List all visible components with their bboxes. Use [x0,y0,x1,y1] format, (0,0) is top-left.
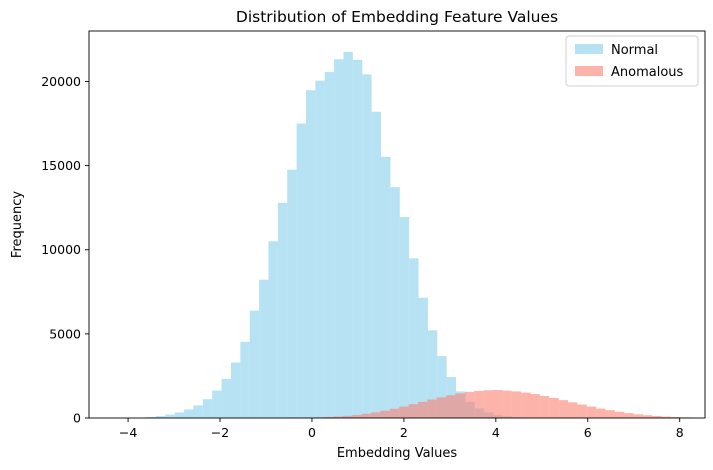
histogram-bar-anomalous [389,408,400,418]
histogram-bar-anomalous [633,414,644,418]
histogram-bar-anomalous [342,415,353,418]
bars-layer [118,51,709,419]
histogram-bar-normal [249,310,260,418]
histogram-bar-anomalous [455,393,465,418]
histogram-bar-normal [324,72,335,418]
x-tick-label: 4 [492,425,500,440]
histogram-bar-anomalous [474,390,484,418]
histogram-bar-normal [296,123,306,418]
histogram-bar-normal [371,111,381,419]
y-axis-label: Frequency [10,191,25,258]
histogram-bar-normal [381,156,391,419]
histogram-bar-anomalous [596,408,606,418]
histogram-bar-normal [240,341,250,418]
histogram-bar-normal [230,362,241,418]
histogram-bar-anomalous [671,416,681,418]
histogram-bar-normal [221,378,231,418]
histogram-bar-normal [362,74,372,418]
histogram-bar-anomalous [586,406,597,418]
x-tick-label: 8 [676,425,684,440]
histogram-bar-anomalous [614,411,625,418]
histogram-bar-normal [259,279,269,418]
histogram-bar-anomalous [417,401,428,418]
ticks-layer: −4 −2 0 2 4 6 8 0 5000 10000 15000 20000 [41,74,684,440]
histogram-bar-anomalous [361,413,372,418]
histogram-bar-anomalous [530,394,540,418]
histogram-bar-normal [399,216,410,418]
histogram-bar-normal [174,412,185,418]
x-tick-label: −2 [211,425,229,440]
y-tick-label: 15000 [41,158,81,173]
histogram-bar-anomalous [483,390,493,418]
legend-label-anomalous: Anomalous [611,65,684,80]
histogram-bar-anomalous [511,391,522,418]
histogram-bar-anomalous [605,410,615,418]
x-tick-label: 0 [308,425,316,440]
histogram-bar-anomalous [399,406,409,418]
y-tick-label: 5000 [49,326,81,341]
y-tick-label: 10000 [41,242,81,257]
histogram-bar-anomalous [652,415,662,418]
histogram-bar-anomalous [464,391,475,418]
x-tick-label: −4 [119,425,137,440]
histogram-bar-anomalous [502,390,512,418]
histogram-bar-normal [277,202,288,418]
histogram-bar-normal [409,258,419,418]
histogram-bar-anomalous [521,392,531,418]
y-tick-label: 0 [73,411,81,426]
histogram-bar-normal [427,330,438,418]
histogram-bar-anomalous [324,416,334,418]
histogram-bar-normal [352,59,363,419]
histogram-bar-anomalous [539,395,550,418]
histogram-bar-normal [202,399,213,418]
histogram-bar-anomalous [436,397,447,418]
histogram-bar-anomalous [577,404,587,418]
histogram-bar-anomalous [492,390,503,418]
histogram-bar-normal [418,297,428,418]
histogram-bar-anomalous [549,397,559,418]
legend-swatch-normal [575,44,603,54]
histogram-bar-normal [305,90,316,418]
histogram-bar-anomalous [568,402,578,418]
histogram-bar-anomalous [352,414,362,418]
histogram-bar-normal [268,241,278,418]
histogram-bar-anomalous [333,416,343,418]
legend-label-normal: Normal [611,43,658,58]
histogram-bar-normal [390,187,400,418]
legend: Normal Anomalous [565,35,699,87]
legend-swatch-anomalous [575,66,603,76]
histogram-bar-anomalous [380,410,390,418]
histogram-bar-normal [437,356,447,418]
histogram-bar-normal [212,390,222,418]
histogram-bar-anomalous [427,399,437,418]
histogram-bar-normal [193,405,203,418]
histogram-bar-anomalous [371,412,381,418]
x-axis-label: Embedding Values [337,446,458,461]
histogram-bar-normal [146,416,156,418]
axes-frame [88,30,706,419]
histogram-bar-normal [155,416,166,418]
histogram-bar-normal [343,51,353,419]
histogram-bar-anomalous [558,400,569,418]
histogram-bar-normal [165,414,175,418]
histogram-bar-normal [184,409,194,418]
histogram-bar-normal [287,169,297,418]
x-tick-label: 2 [400,425,408,440]
chart-title: Distribution of Embedding Feature Values [236,8,558,26]
x-tick-label: 6 [584,425,592,440]
histogram-bar-anomalous [661,416,672,418]
histogram-bar-anomalous [643,415,653,418]
histogram-bar-anomalous [408,404,418,418]
y-tick-label: 20000 [41,74,81,89]
histogram-bar-anomalous [624,413,634,418]
histogram-bar-normal [315,80,325,418]
histogram-bar-anomalous [446,395,456,418]
histogram-bar-normal [334,59,344,419]
